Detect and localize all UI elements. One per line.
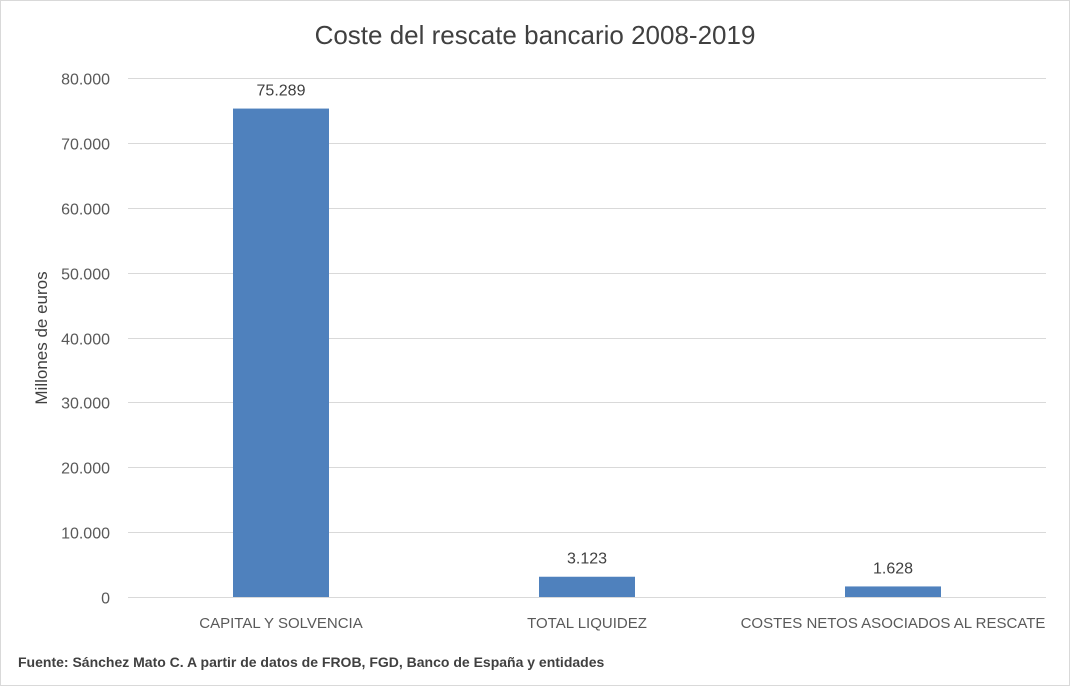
- chart-title: Coste del rescate bancario 2008-2019: [314, 20, 756, 50]
- bars: [233, 108, 941, 597]
- data-label: 75.289: [257, 83, 306, 100]
- y-tick-label: 60.000: [61, 202, 110, 219]
- x-category-label: COSTES NETOS ASOCIADOS AL RESCATE: [741, 615, 1046, 632]
- x-axis-categories: CAPITAL Y SOLVENCIA TOTAL LIQUIDEZ COSTES …: [199, 615, 1045, 632]
- y-tick-label: 30.000: [61, 396, 110, 413]
- x-category-label: CAPITAL Y SOLVENCIA: [199, 615, 362, 632]
- y-axis-ticks: 0 10.000 20.000 30.000 40.000 50.000 60.000 70.…: [61, 72, 110, 608]
- data-label: 3.123: [567, 551, 607, 568]
- y-tick-label: 50.000: [61, 267, 110, 284]
- y-tick-label: 20.000: [61, 461, 110, 478]
- y-axis-label: Millones de euros: [32, 271, 51, 404]
- bar: [539, 576, 635, 597]
- data-labels: 75.289 3.123 1.628: [257, 83, 914, 578]
- y-tick-label: 40.000: [61, 332, 110, 349]
- y-tick-label: 70.000: [61, 137, 110, 154]
- y-tick-label: 80.000: [61, 72, 110, 89]
- bar: [845, 586, 941, 597]
- y-tick-label: 0: [101, 591, 110, 608]
- bar: [233, 108, 329, 597]
- x-category-label: TOTAL LIQUIDEZ: [527, 615, 647, 632]
- source-note: Fuente: Sánchez Mato C. A partir de dato…: [18, 654, 605, 670]
- data-label: 1.628: [873, 560, 913, 577]
- y-tick-label: 10.000: [61, 526, 110, 543]
